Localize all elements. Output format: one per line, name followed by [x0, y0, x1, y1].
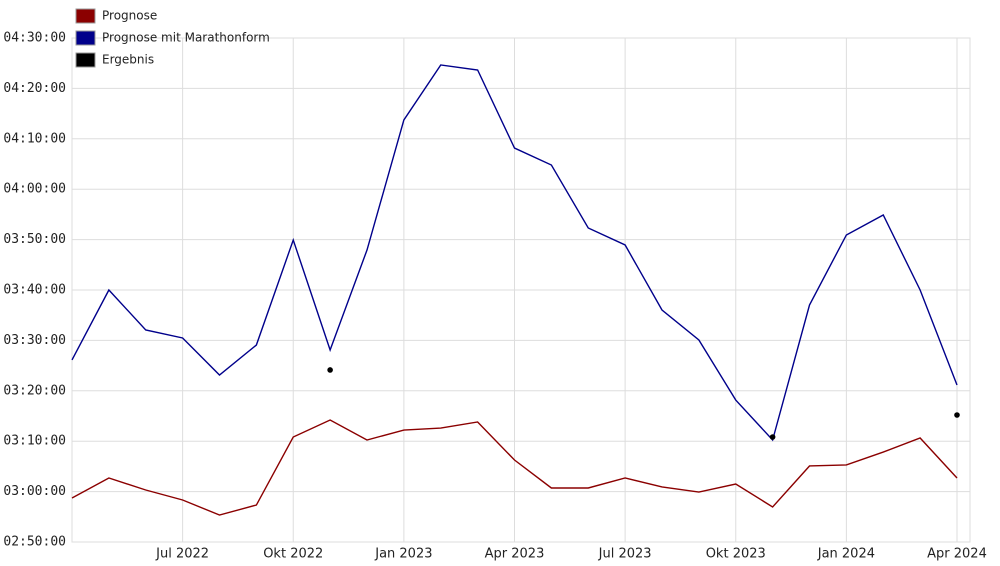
series-line	[71, 419, 958, 516]
y-tick-label: 03:00:00	[3, 484, 66, 499]
x-tick-label: Jan 2024	[817, 547, 875, 562]
y-tick-label: 03:10:00	[3, 434, 66, 449]
x-tick-label: Okt 2022	[263, 547, 323, 562]
series-line	[71, 64, 958, 442]
y-tick-label: 04:00:00	[3, 182, 66, 197]
result-point	[769, 434, 776, 440]
legend-swatch	[75, 30, 96, 46]
y-tick-label: 04:30:00	[3, 31, 66, 46]
x-tick-label: Apr 2023	[485, 547, 545, 562]
result-point	[327, 367, 333, 373]
x-tick-label: Jul 2023	[598, 547, 652, 562]
x-tick-label: Jan 2023	[374, 547, 432, 562]
legend-swatch	[75, 52, 96, 68]
x-tick-label: Apr 2024	[927, 547, 987, 562]
legend-label: Prognose mit Marathonform	[102, 31, 270, 45]
y-tick-label: 03:20:00	[3, 383, 66, 398]
legend-label: Ergebnis	[102, 53, 154, 67]
y-tick-label: 04:10:00	[3, 131, 66, 146]
y-tick-label: 04:20:00	[3, 81, 66, 96]
legend-swatch	[75, 8, 96, 24]
legend-label: Prognose	[102, 9, 157, 23]
result-point	[954, 412, 960, 418]
y-tick-label: 03:40:00	[3, 283, 66, 298]
y-tick-label: 03:30:00	[3, 333, 66, 348]
x-tick-label: Okt 2023	[706, 547, 766, 562]
y-tick-label: 03:50:00	[3, 232, 66, 247]
y-tick-label: 02:50:00	[3, 535, 66, 550]
x-tick-label: Jul 2022	[155, 547, 209, 562]
